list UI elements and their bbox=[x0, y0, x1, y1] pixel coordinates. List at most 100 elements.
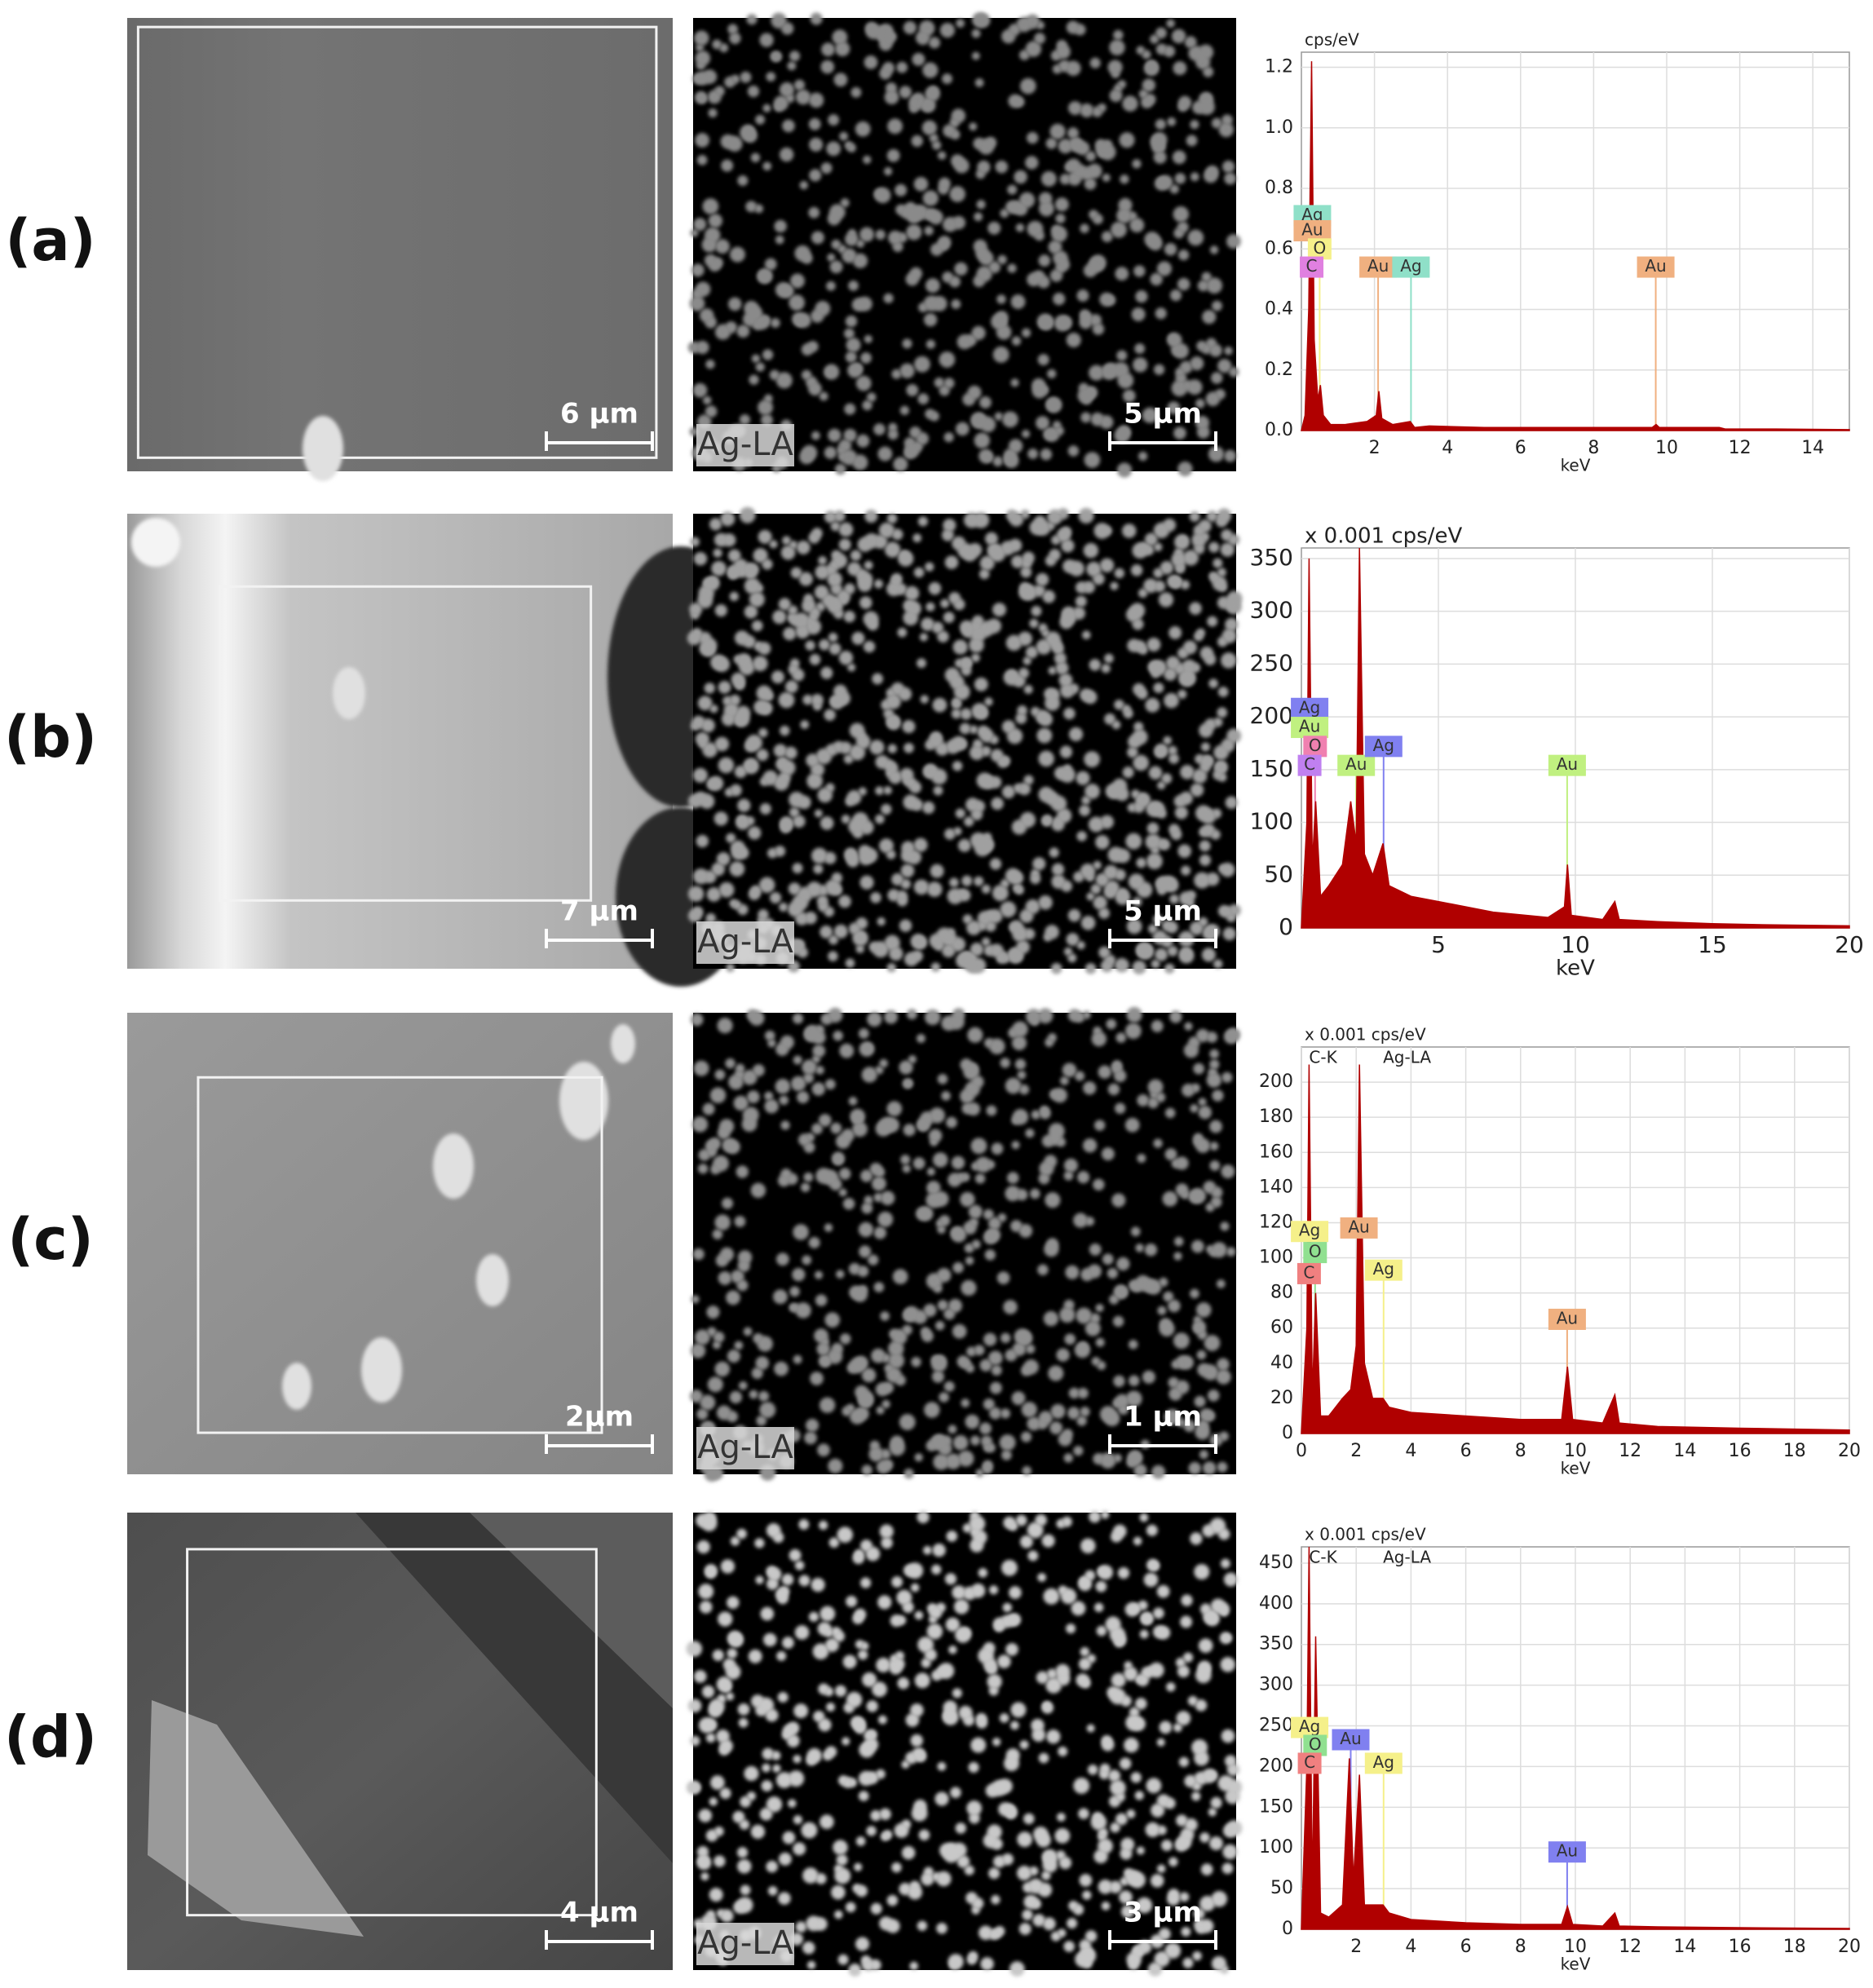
map-dot bbox=[992, 1738, 1001, 1747]
map-dot bbox=[926, 881, 943, 897]
map-dot bbox=[1108, 1796, 1121, 1808]
x-tick-label: 10 bbox=[1564, 1441, 1587, 1461]
map-dot bbox=[1209, 1120, 1222, 1133]
map-dot bbox=[929, 1107, 945, 1124]
y-tick-label: 300 bbox=[1259, 1675, 1293, 1695]
map-dot bbox=[969, 1812, 980, 1824]
map-dot bbox=[779, 902, 789, 912]
map-dot bbox=[978, 1568, 988, 1578]
map-dot bbox=[789, 1303, 797, 1312]
map-dot bbox=[1076, 1416, 1087, 1426]
element-tag bbox=[1300, 256, 1324, 278]
map-dot bbox=[948, 1954, 964, 1970]
map-dot bbox=[907, 1562, 924, 1579]
map-dot bbox=[844, 328, 855, 339]
map-dot bbox=[769, 540, 778, 549]
map-dot bbox=[793, 815, 806, 828]
map-dot bbox=[903, 1468, 914, 1479]
map-dot bbox=[706, 778, 719, 791]
map-dot bbox=[873, 1226, 886, 1239]
map-dot bbox=[1150, 272, 1163, 286]
map-dot bbox=[771, 670, 784, 684]
map-dot bbox=[837, 1954, 849, 1965]
map-dot bbox=[902, 338, 912, 349]
map-dot bbox=[974, 876, 984, 886]
map-dot bbox=[1180, 1190, 1190, 1199]
map-dot bbox=[826, 141, 842, 157]
map-dot bbox=[692, 73, 704, 85]
map-dot bbox=[919, 633, 928, 642]
element-tag-label: Au bbox=[1557, 754, 1578, 774]
map-dot bbox=[1146, 801, 1162, 817]
map-dot bbox=[1031, 1728, 1046, 1742]
map-dot bbox=[749, 1010, 765, 1026]
map-dot bbox=[1181, 1927, 1191, 1937]
element-tag-label: Ag bbox=[1373, 1259, 1394, 1279]
map-dot bbox=[1170, 828, 1182, 841]
map-dot bbox=[937, 1761, 947, 1771]
map-dot bbox=[856, 239, 865, 248]
map-dot bbox=[1012, 926, 1028, 943]
map-dot bbox=[859, 875, 874, 890]
map-dot bbox=[1203, 66, 1214, 77]
y-tick-label: 0 bbox=[1282, 1919, 1293, 1939]
x-tick-label: 18 bbox=[1783, 1937, 1806, 1957]
map-dot bbox=[1031, 606, 1042, 616]
map-dot bbox=[744, 1765, 759, 1782]
map-dot bbox=[1076, 1673, 1089, 1687]
map-dot bbox=[1217, 1774, 1235, 1791]
map-dot bbox=[946, 1531, 958, 1542]
map-dot bbox=[726, 1139, 740, 1155]
map-dot bbox=[833, 510, 846, 523]
map-dot bbox=[979, 1422, 992, 1435]
map-dot bbox=[1041, 1702, 1054, 1714]
map-dot bbox=[828, 632, 838, 643]
map-dot bbox=[1010, 1702, 1027, 1718]
map-dot bbox=[689, 1735, 700, 1747]
sem-particle bbox=[361, 1337, 402, 1403]
map-dot bbox=[914, 1610, 924, 1620]
y-tick-label: 100 bbox=[1259, 1248, 1293, 1268]
map-dot bbox=[1086, 892, 1095, 901]
map-dot bbox=[1155, 307, 1167, 320]
map-dot bbox=[862, 1672, 877, 1687]
map-dot bbox=[817, 1443, 830, 1457]
map-dot bbox=[909, 104, 918, 113]
map-dot bbox=[726, 833, 736, 843]
map-dot bbox=[872, 1681, 887, 1698]
map-dot bbox=[1176, 1711, 1191, 1726]
map-dot bbox=[833, 73, 848, 87]
map-dot bbox=[847, 663, 856, 672]
map-dot bbox=[864, 1737, 879, 1752]
map-dot bbox=[696, 1540, 710, 1554]
map-dot bbox=[1147, 1097, 1159, 1109]
map-dot bbox=[710, 654, 727, 670]
map-dot bbox=[772, 1289, 788, 1305]
map-dot bbox=[809, 653, 821, 665]
y-tick-label: 1.2 bbox=[1265, 57, 1293, 77]
map-dot bbox=[917, 1920, 928, 1931]
map-dot bbox=[943, 432, 954, 443]
map-dot bbox=[1224, 347, 1233, 356]
map-dot bbox=[1084, 178, 1097, 190]
map-dot bbox=[1029, 519, 1045, 536]
map-dot bbox=[877, 1715, 887, 1725]
map-dot bbox=[793, 612, 811, 630]
map-dot bbox=[1184, 1774, 1197, 1787]
map-dot bbox=[1209, 1049, 1219, 1059]
map-dot bbox=[1053, 250, 1068, 266]
map-dot bbox=[969, 122, 978, 131]
map-dot bbox=[909, 267, 923, 281]
scale-bar-label: 5 µm bbox=[1124, 398, 1202, 431]
map-dot bbox=[845, 797, 855, 806]
map-dot bbox=[756, 1415, 767, 1426]
map-dot bbox=[829, 597, 842, 610]
map-dot bbox=[1203, 1609, 1217, 1624]
map-dot bbox=[1158, 592, 1174, 607]
map-dot bbox=[879, 1808, 891, 1821]
map-dot bbox=[1027, 448, 1039, 459]
map-dot bbox=[809, 169, 822, 182]
map-dot bbox=[997, 254, 1007, 265]
map-dot bbox=[1048, 1365, 1064, 1381]
